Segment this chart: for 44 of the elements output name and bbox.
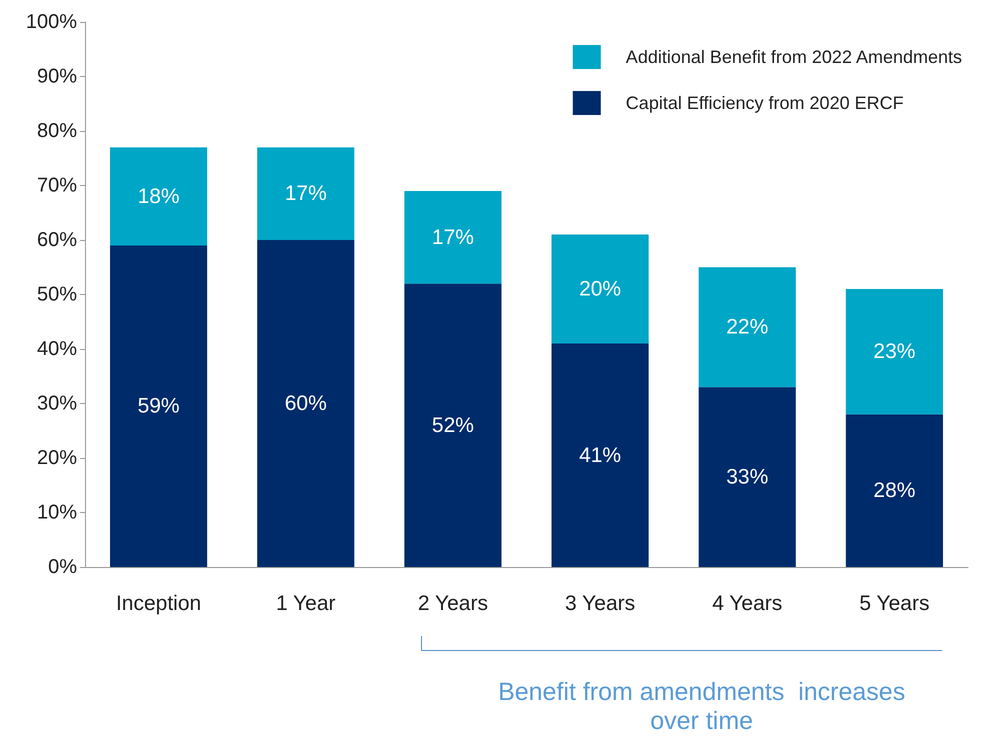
x-tick-label: 4 Years	[712, 592, 782, 615]
y-tick-label: 60%	[36, 229, 78, 251]
bar	[404, 190, 502, 284]
bar	[552, 234, 649, 344]
bar	[846, 414, 943, 567]
x-tick-label: 2 Years	[418, 592, 488, 615]
data-label: 52%	[432, 414, 474, 437]
bar	[257, 147, 354, 240]
legend-label: Capital Efficiency from 2020 ERCF	[626, 93, 904, 113]
bar	[404, 284, 502, 567]
data-label: 60%	[284, 392, 327, 415]
bar	[846, 289, 943, 414]
bar	[698, 387, 796, 567]
y-tick-label: 20%	[36, 447, 78, 469]
data-label: 33%	[726, 466, 768, 489]
data-label: 23%	[873, 340, 916, 364]
data-label: 17%	[284, 182, 327, 206]
y-tick-label: 10%	[36, 502, 78, 524]
x-tick-label: 1 Year	[276, 592, 336, 615]
data-label: 28%	[873, 479, 916, 502]
y-tick-label: 80%	[36, 120, 78, 142]
x-tick-label: Inception	[116, 592, 202, 615]
legend-label: Additional Benefit from 2022 Amendments	[626, 47, 962, 67]
data-label: 41%	[579, 444, 622, 467]
bar	[552, 344, 649, 567]
text: Benefit from amendments increases over time	[497, 678, 906, 736]
data-label: 22%	[726, 316, 768, 339]
y-tick-label: 70%	[36, 174, 78, 196]
data-label: 59%	[138, 394, 180, 418]
y-tick-label: 30%	[36, 392, 78, 414]
data-label: 20%	[579, 278, 622, 301]
data-label: 17%	[432, 226, 474, 249]
y-tick-label: 90%	[36, 66, 78, 88]
bar	[257, 240, 354, 567]
bar	[110, 147, 208, 246]
data-label: 18%	[138, 184, 180, 208]
y-tick-label: 40%	[36, 338, 78, 360]
y-tick-label: 100%	[26, 11, 78, 33]
x-tick-label: 5 Years	[859, 592, 930, 615]
x-tick-label: 3 Years	[565, 592, 636, 615]
bar	[110, 245, 208, 567]
y-tick-label: 50%	[36, 284, 78, 306]
y-tick-label: 0%	[48, 556, 78, 578]
bar	[698, 267, 796, 388]
